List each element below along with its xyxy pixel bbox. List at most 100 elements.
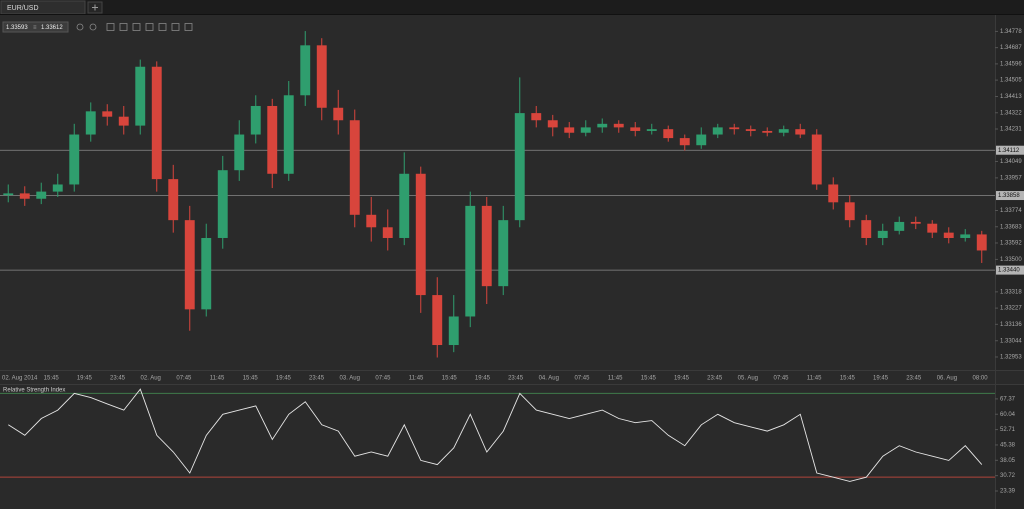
y-tick-label: 1.33957 [1000,175,1022,181]
candle-body [3,193,14,196]
candle-body [19,193,30,199]
y-tick-label: 1.34505 [1000,78,1022,84]
rsi-title: Relative Strength Index [3,388,65,394]
y-tick-label: 1.34231 [1000,127,1022,133]
x-tick-label: 19:45 [77,376,93,382]
candle-body [811,134,822,185]
zoom-out[interactable] [89,23,97,31]
candle-body [36,191,47,199]
price-box [2,21,69,33]
candle-body [432,295,443,346]
y-tick-label: 45.38 [1000,443,1016,449]
zoom-in[interactable] [76,23,84,31]
candle-body [465,205,476,317]
rsi-line [8,388,983,482]
candle-body [828,184,839,203]
candle-body [201,237,212,310]
level-label: 1.34112 [998,148,1020,154]
y-tick-label: 1.32953 [1000,355,1022,361]
candle-body [696,134,707,146]
tool-button[interactable] [145,23,154,31]
candle-body [778,129,789,133]
level-tag [996,145,1024,155]
x-tick-label: 08:00 [973,376,989,382]
tool-button[interactable] [119,23,128,31]
candle-body [861,220,872,238]
level-label: 1.33440 [998,268,1020,274]
candle-body [597,123,608,128]
y-tick-label: 52.71 [1000,427,1016,433]
candle-body [795,129,806,135]
y-tick-label: 60.04 [1000,412,1016,418]
tool-button[interactable] [106,23,115,31]
x-tick-label: 23:45 [508,376,524,382]
y-tick-label: 67.37 [1000,396,1016,402]
y-tick-label: 1.34687 [1000,45,1022,51]
candle-body [300,45,311,96]
ask-price: 1.33612 [41,25,63,31]
candle-body [481,205,492,287]
candle-body [448,316,459,346]
candle-body [877,230,888,238]
candle-body [399,173,410,238]
y-tick-label: 1.33136 [1000,322,1022,328]
tool-button[interactable] [132,23,141,31]
candle-body [168,179,179,221]
y-tick-label: 1.33318 [1000,289,1022,295]
candle-body [184,220,195,310]
x-tick-label: 15:45 [840,376,856,382]
x-tick-label: 19:45 [276,376,292,382]
candle-body [250,105,261,135]
tool-button[interactable] [171,23,180,31]
candle-body [514,113,525,221]
x-tick-label: 19:45 [873,376,889,382]
y-tick-label: 1.33500 [1000,257,1022,263]
x-tick-label: 23:45 [309,376,325,382]
candle-body [729,127,740,130]
x-tick-label: 05. Aug [738,376,758,382]
candle-body [976,234,987,251]
level-tag [996,265,1024,275]
x-tick-label: 11:45 [210,376,225,382]
candle-body [580,127,591,133]
y-tick-label: 1.34778 [1000,29,1022,35]
candle-body [366,214,377,228]
candle-body [646,129,657,131]
x-tick-label: 15:45 [44,376,60,382]
x-tick-label: 07:45 [375,376,391,382]
y-tick-label: 1.34413 [1000,94,1022,100]
candle-body [712,127,723,135]
candle-body [234,134,245,171]
tool-button[interactable] [158,23,167,31]
candle-body [927,223,938,233]
candle-body [283,95,294,174]
x-tick-label: 07:45 [773,376,789,382]
candle-body [894,221,905,231]
x-tick-label: 23:45 [110,376,126,382]
candle-body [316,45,327,108]
candle-body [267,105,278,174]
candle-body [943,232,954,238]
candle-body [498,220,509,287]
x-tick-label: 11:45 [409,376,424,382]
x-tick-label: 04. Aug [539,376,559,382]
candle-body [910,221,921,224]
x-tick-label: 03. Aug [340,376,360,382]
candle-body [382,227,393,238]
y-tick-label: 1.34049 [1000,159,1022,165]
tool-button[interactable] [184,23,193,31]
candle-body [745,129,756,131]
tab-bar [0,0,1024,14]
candle-body [118,116,129,126]
x-tick-label: 19:45 [674,376,690,382]
candle-body [349,120,360,215]
x-tick-label: 02. Aug 2014 [2,376,38,382]
candle-body [547,120,558,128]
y-tick-label: 30.72 [1000,473,1016,479]
x-tick-label: 02. Aug [141,376,161,382]
y-tick-label: 1.34596 [1000,61,1022,67]
candle-body [762,130,773,133]
rsi-axis [995,385,1024,509]
